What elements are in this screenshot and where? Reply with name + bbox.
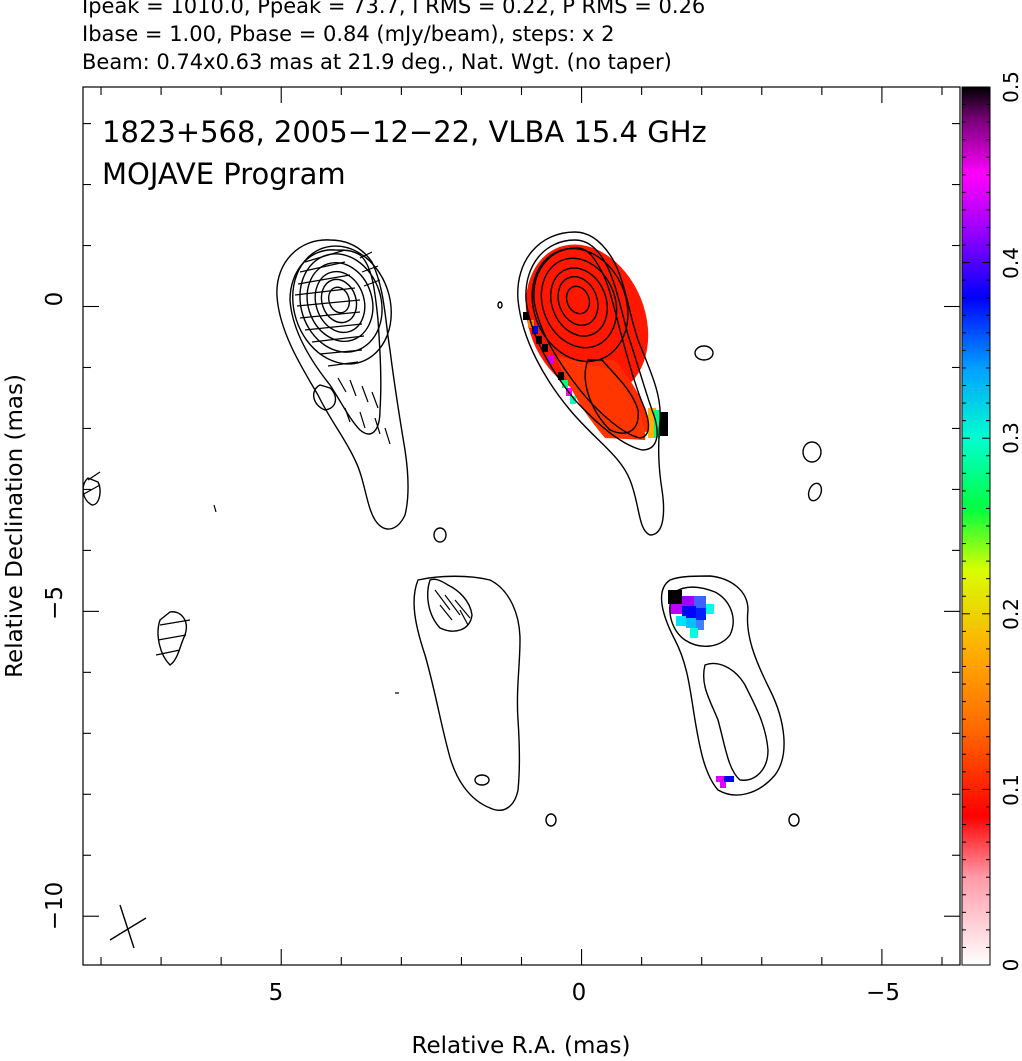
y-tick-label-neg5: −5 (42, 586, 68, 620)
y-tick-label-neg10: −10 (42, 882, 68, 931)
header-line-1: Ipeak = 1010.0, Ppeak = 73.7, I RMS = 0.… (82, 0, 706, 18)
contour-left-lower-inner (427, 578, 473, 632)
chart-title: 1823+568, 2005−12−22, VLBA 15.4 GHz (102, 115, 707, 149)
x-axis-label: Relative R.A. (mas) (412, 1033, 631, 1059)
contour-island-4 (433, 527, 447, 543)
contour-right-core-5 (540, 257, 618, 349)
contour-island-5 (474, 774, 490, 786)
contour-left-core-outer (276, 239, 409, 530)
y-tick-label-0: 0 (42, 292, 68, 307)
contour-right-core-9 (584, 359, 639, 434)
contour-left-core-3 (292, 245, 392, 365)
contour-left-core-5 (306, 261, 374, 343)
contour-left-core-2 (289, 249, 382, 435)
plot-frame (82, 86, 961, 966)
colorbar-label-0: 0 (999, 959, 1022, 972)
header-line-3: Beam: 0.74x0.63 mas at 21.9 deg., Nat. W… (82, 50, 672, 74)
contour-right-core-2 (525, 239, 658, 451)
axis-ticks (83, 87, 960, 965)
x-tick-label-5: 5 (269, 980, 284, 1006)
colorbar (961, 86, 991, 966)
beam-cross (109, 904, 147, 949)
contour-island-3 (807, 482, 823, 502)
colorbar-ticks (962, 86, 990, 966)
contour-right-core-6 (550, 267, 608, 337)
colorbar-label-0.4: 0.4 (999, 247, 1022, 279)
contour-right-core-8 (565, 285, 591, 315)
contour-right-lower-knot (669, 586, 734, 647)
contour-right-lower-inner (703, 662, 769, 781)
plot-content (83, 231, 823, 949)
chart-subtitle: MOJAVE Program (102, 157, 346, 191)
colorbar-label-0.2: 0.2 (999, 598, 1022, 630)
contour-left-core-7 (320, 278, 358, 324)
contour-right-core-outer (517, 231, 665, 536)
contour-island-2 (802, 441, 822, 463)
contour-island-9 (83, 477, 101, 506)
colorbar-label-0.5: 0.5 (999, 71, 1022, 103)
contour-left-tail-loop (313, 384, 337, 411)
y-axis-label: Relative Declination (mas) (2, 374, 28, 678)
contour-left-core-6 (314, 270, 366, 334)
contour-right-lower-outer (660, 575, 785, 796)
contour-right-core-7 (557, 276, 599, 326)
contour-island-7 (788, 813, 800, 827)
contour-right-core-4 (531, 247, 629, 363)
colorbar-label-0.3: 0.3 (999, 422, 1022, 454)
contour-left-lower-component (413, 575, 521, 811)
contour-island-1 (694, 345, 714, 361)
x-tick-label-0: 0 (572, 980, 587, 1006)
intensity-contours (83, 231, 823, 827)
contour-island-6 (545, 813, 557, 827)
polarization-colormap (523, 244, 734, 788)
evpa-vectors (83, 249, 471, 694)
contour-island-10 (157, 611, 187, 666)
contour-island-8 (497, 301, 503, 309)
x-tick-label-neg5: −5 (866, 980, 900, 1006)
colorbar-label-0.1: 0.1 (999, 774, 1022, 806)
header-line-2: Ibase = 1.00, Pbase = 0.84 (mJy/beam), s… (82, 22, 615, 46)
